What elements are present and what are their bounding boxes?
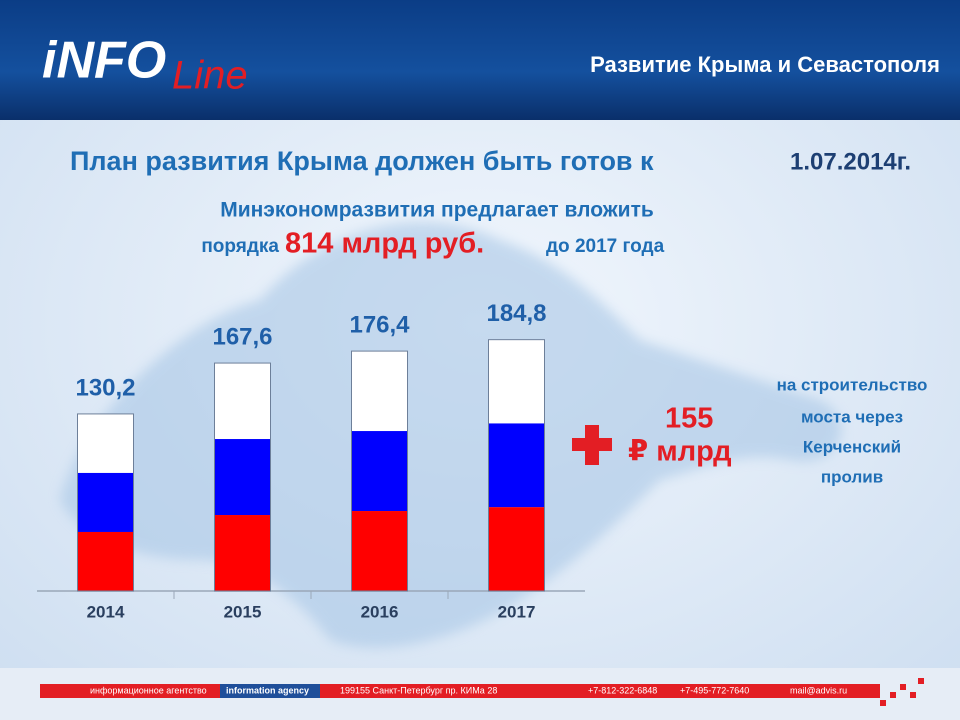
- x-tick-label: 2014: [87, 602, 125, 621]
- bar-stripe: [351, 431, 408, 512]
- footer-agency-en: information agency: [226, 685, 309, 695]
- value-label: 167,6: [212, 323, 272, 350]
- logo-main: iNFO: [42, 32, 166, 90]
- subheadline-amount: 814 млрд руб.: [285, 228, 484, 260]
- value-label: 184,8: [486, 300, 546, 327]
- bar-stripe: [77, 531, 134, 591]
- bar: [214, 362, 271, 592]
- bridge-note: Керченский: [803, 437, 901, 456]
- logo-script: Line: [172, 54, 248, 98]
- bar-stripe: [351, 351, 408, 432]
- footer-agency-ru: информационное агентство: [90, 685, 207, 695]
- bar-stripe: [488, 423, 545, 508]
- x-tick-label: 2015: [224, 602, 262, 621]
- header-bar: [0, 0, 960, 120]
- headline: План развития Крыма должен быть готов к: [70, 146, 654, 176]
- bar: [77, 413, 134, 592]
- footer-bar-blue: [220, 684, 320, 698]
- bar: [488, 339, 545, 592]
- bar-stripe: [351, 511, 408, 591]
- footer-phone: +7-495-772-7640: [680, 685, 749, 695]
- bridge-note: пролив: [821, 467, 883, 486]
- bridge-note: моста через: [801, 407, 903, 426]
- bridge-amount: 155: [665, 403, 713, 435]
- bar-stripe: [77, 413, 134, 473]
- headline-date: 1.07.2014г.: [790, 148, 911, 175]
- bar-stripe: [77, 472, 134, 532]
- footer-email: mail@advis.ru: [790, 685, 847, 695]
- bridge-unit: ₽ млрд: [628, 436, 732, 468]
- value-label: 130,2: [75, 374, 135, 401]
- bar: [351, 350, 408, 592]
- subheadline-line1: Минэкономразвития предлагает вложить: [220, 199, 654, 222]
- bar-stripe: [214, 515, 271, 591]
- bar-stripe: [488, 507, 545, 591]
- x-tick-label: 2017: [498, 602, 536, 621]
- x-tick-label: 2016: [361, 602, 399, 621]
- bar-stripe: [214, 439, 271, 516]
- subheadline-prefix: порядка: [201, 236, 279, 257]
- subheadline-suffix: до 2017 года: [546, 236, 665, 257]
- bridge-note: на строительство: [777, 375, 928, 394]
- footer-address: 199155 Санкт-Петербург пр. КИМа 28: [340, 685, 497, 695]
- header-title: Развитие Крыма и Севастополя: [590, 52, 940, 77]
- footer-icon: [880, 678, 924, 706]
- footer-phone: +7-812-322-6848: [588, 685, 657, 695]
- bar-stripe: [488, 339, 545, 424]
- plus-sign: [572, 425, 612, 465]
- bar-stripe: [214, 363, 271, 440]
- value-label: 176,4: [349, 311, 410, 338]
